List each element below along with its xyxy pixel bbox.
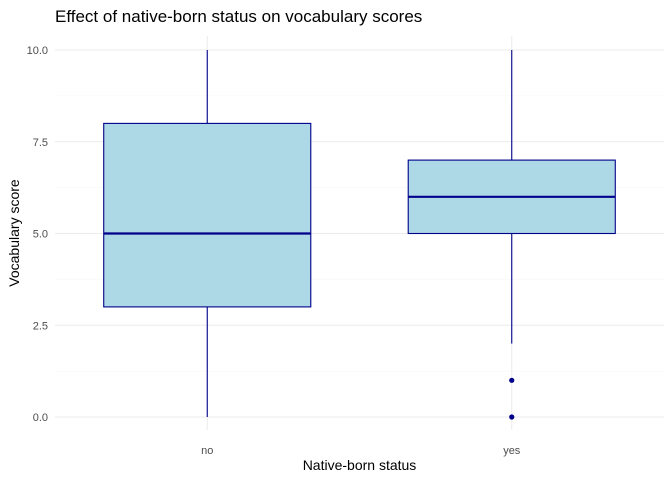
x-tick-label: yes — [503, 445, 521, 457]
outlier-point — [509, 377, 515, 383]
x-tick-label: no — [201, 445, 213, 457]
y-tick-labels: 0.0 2.5 5.0 7.5 10.0 — [27, 45, 48, 424]
y-tick-label: 7.5 — [33, 137, 48, 149]
box-no — [103, 50, 312, 417]
y-tick-label: 0.0 — [33, 412, 48, 424]
y-tick-label: 10.0 — [27, 45, 48, 57]
x-tick-labels: no yes — [201, 445, 521, 457]
box-yes — [407, 50, 616, 420]
chart-title: Effect of native-born status on vocabula… — [55, 7, 422, 26]
x-axis-title: Native-born status — [303, 457, 417, 473]
boxes — [103, 50, 616, 420]
y-axis-title: Vocabulary score — [6, 179, 22, 287]
y-tick-label: 5.0 — [33, 229, 48, 241]
box-body — [103, 122, 312, 308]
y-tick-label: 2.5 — [33, 320, 48, 332]
outlier-point — [509, 414, 515, 420]
